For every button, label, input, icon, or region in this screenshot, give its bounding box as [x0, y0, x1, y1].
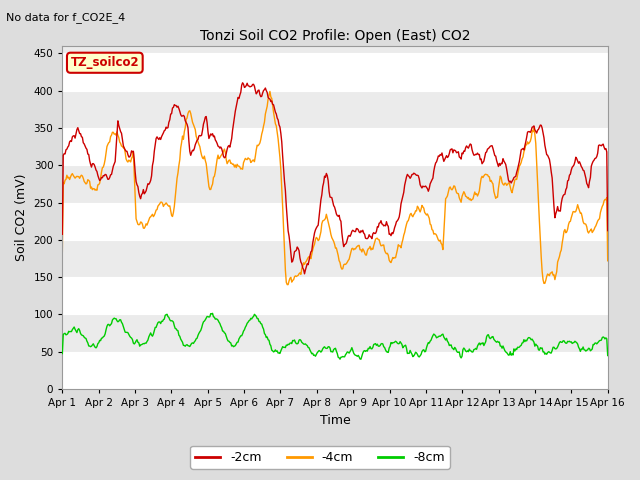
Bar [62, 277, 608, 314]
Title: Tonzi Soil CO2 Profile: Open (East) CO2: Tonzi Soil CO2 Profile: Open (East) CO2 [200, 29, 470, 43]
Bar [62, 91, 608, 128]
Bar [62, 314, 608, 352]
Text: TZ_soilco2: TZ_soilco2 [70, 56, 139, 69]
X-axis label: Time: Time [319, 414, 350, 427]
Legend: -2cm, -4cm, -8cm: -2cm, -4cm, -8cm [190, 446, 450, 469]
Text: No data for f_CO2E_4: No data for f_CO2E_4 [6, 12, 125, 23]
Bar [62, 240, 608, 277]
Bar [62, 203, 608, 240]
Bar [62, 352, 608, 389]
Bar [62, 53, 608, 91]
Y-axis label: Soil CO2 (mV): Soil CO2 (mV) [15, 174, 28, 261]
Bar [62, 165, 608, 203]
Bar [62, 128, 608, 165]
